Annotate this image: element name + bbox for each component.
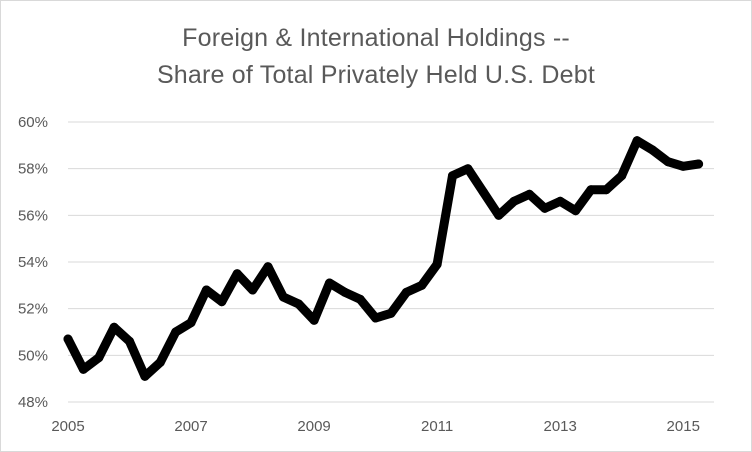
x-tick-label: 2011 [421,418,453,435]
data-point [648,145,657,155]
x-tick-label: 2013 [544,418,577,435]
data-point [678,161,688,171]
chart-title-line-1: Foreign & International Holdings -- [182,24,570,52]
x-tick-label: 2007 [174,418,207,435]
series-line-0 [63,136,704,381]
data-point [432,259,442,269]
data-point [663,157,673,167]
data-point [63,334,73,344]
y-tick-label: 60% [18,114,48,131]
y-axis-tick-labels: 48% 50% 52% 54% 56% 58% 60% [18,114,48,411]
x-tick-label: 2009 [297,418,330,435]
data-point [371,313,381,323]
data-point [325,278,334,288]
y-tick-label: 54% [18,254,48,271]
data-point [555,196,565,206]
data-point [524,189,534,199]
data-point [694,159,704,169]
data-point [232,269,242,279]
y-tick-label: 50% [18,347,48,364]
data-point [278,292,288,302]
data-point [478,187,488,197]
data-point [632,136,642,146]
x-axis-tick-labels: 2005 2007 2009 2011 2013 2015 [51,418,700,435]
y-tick-label: 52% [18,301,48,318]
data-point [217,297,227,307]
data-point [155,357,165,367]
x-tick-label: 2005 [51,418,84,435]
data-point [417,280,427,290]
data-point [248,285,258,295]
data-point [294,299,304,309]
data-point [355,294,365,304]
data-point [494,210,504,220]
x-tick-label: 2015 [667,418,700,435]
data-point [94,353,104,363]
data-point [463,164,473,174]
data-point [540,203,550,213]
data-point [171,327,181,337]
data-point [125,336,134,346]
chart-title-line-2: Share of Total Privately Held U.S. Debt [156,61,596,89]
data-point [586,185,596,195]
data-point [401,287,411,297]
data-point [617,171,627,181]
data-point [509,196,519,206]
y-tick-label: 56% [18,207,48,224]
data-point [109,322,119,332]
data-point [309,315,319,325]
series-layer [63,136,704,381]
data-point [448,171,457,181]
data-point [186,318,196,328]
data-point [78,364,88,374]
data-point [140,371,150,381]
y-tick-label: 48% [18,394,48,411]
y-tick-label: 58% [18,161,48,178]
data-point [571,206,581,216]
data-point [386,308,396,318]
data-point [601,185,611,195]
chart-title: Foreign & International Holdings -- Shar… [0,20,752,94]
data-point [340,287,350,297]
data-point [263,262,273,272]
data-point [201,285,211,295]
